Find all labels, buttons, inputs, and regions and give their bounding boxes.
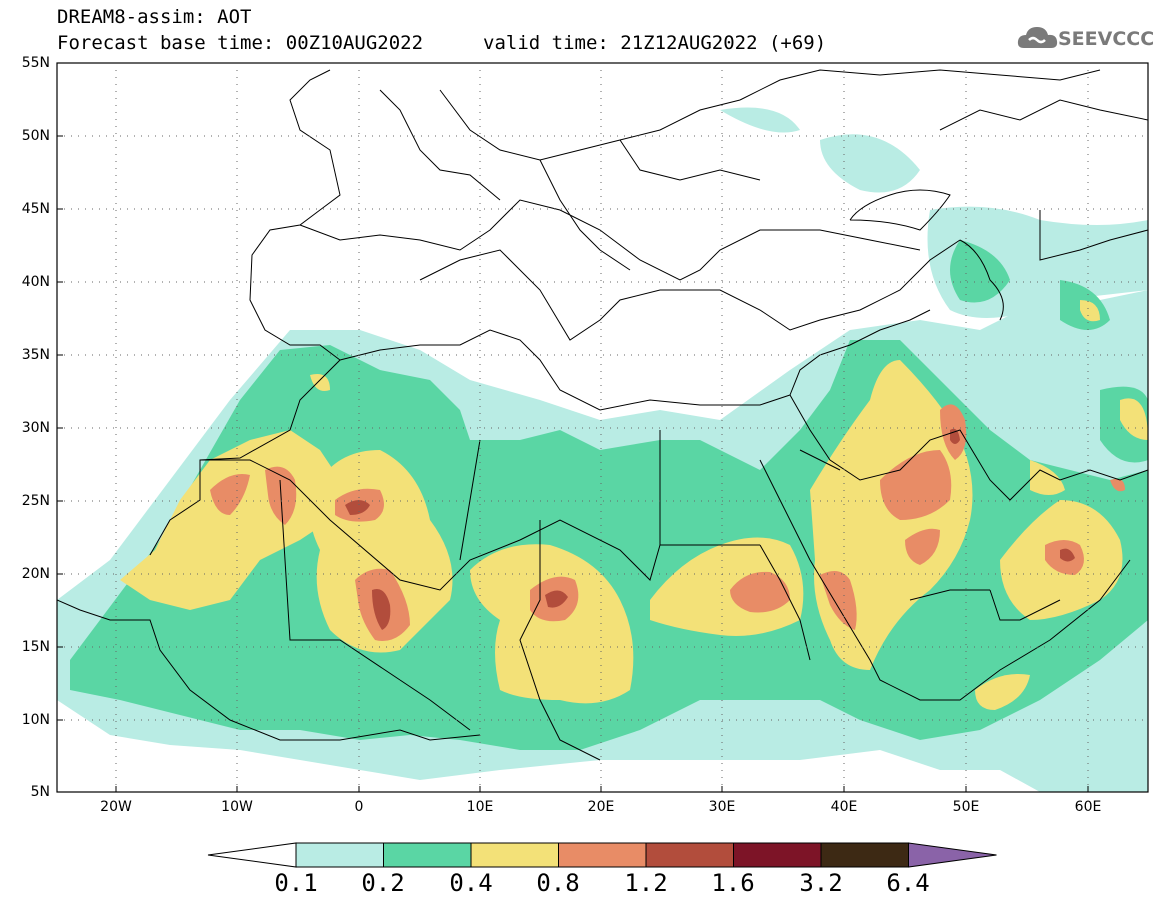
seevccc-logo [1016,22,1156,58]
graticule [57,63,1148,792]
lat-label: 5N [30,784,50,800]
lat-label: 20N [21,566,50,582]
lat-label: 25N [21,493,50,509]
lon-label: 40E [830,799,858,815]
lon-label: 30E [708,799,736,815]
colorbar-label: 0.2 [361,869,405,897]
colorbar-label: 0.1 [274,869,318,897]
coastlines [57,69,1148,761]
lon-label: 10W [221,799,253,815]
lon-label: 0 [354,799,364,815]
valid-time: valid time: 21Z12AUG2022 (+69) [483,32,827,54]
title-line-1: DREAM8-assim: AOT [57,6,252,28]
aot-field [57,63,1148,792]
colorbar-label: 0.8 [536,869,580,897]
colorbar-label: 0.4 [449,869,493,897]
lat-label: 15N [21,639,50,655]
colorbar-label: 1.2 [624,869,668,897]
colorbar-label: 3.2 [799,869,843,897]
cloud-icon [1017,27,1058,48]
lon-label: 20E [587,799,615,815]
lon-label: 50E [952,799,980,815]
lat-label: 55N [21,55,50,71]
lat-label: 35N [21,347,50,363]
lon-label: 10E [466,799,494,815]
colorbar-label: 1.6 [711,869,755,897]
lon-label: 60E [1074,799,1102,815]
tick-marks [57,135,1089,792]
lat-label: 40N [21,274,50,290]
lat-label: 45N [21,201,50,217]
forecast-base-time: Forecast base time: 00Z10AUG2022 [57,32,424,54]
lat-label: 50N [21,128,50,144]
colorbar-label: 6.4 [886,869,930,897]
lat-label: 10N [21,712,50,728]
lat-label: 30N [21,420,50,436]
logo-text: SEEVCCC [1058,28,1155,50]
lon-label: 20W [100,799,132,815]
